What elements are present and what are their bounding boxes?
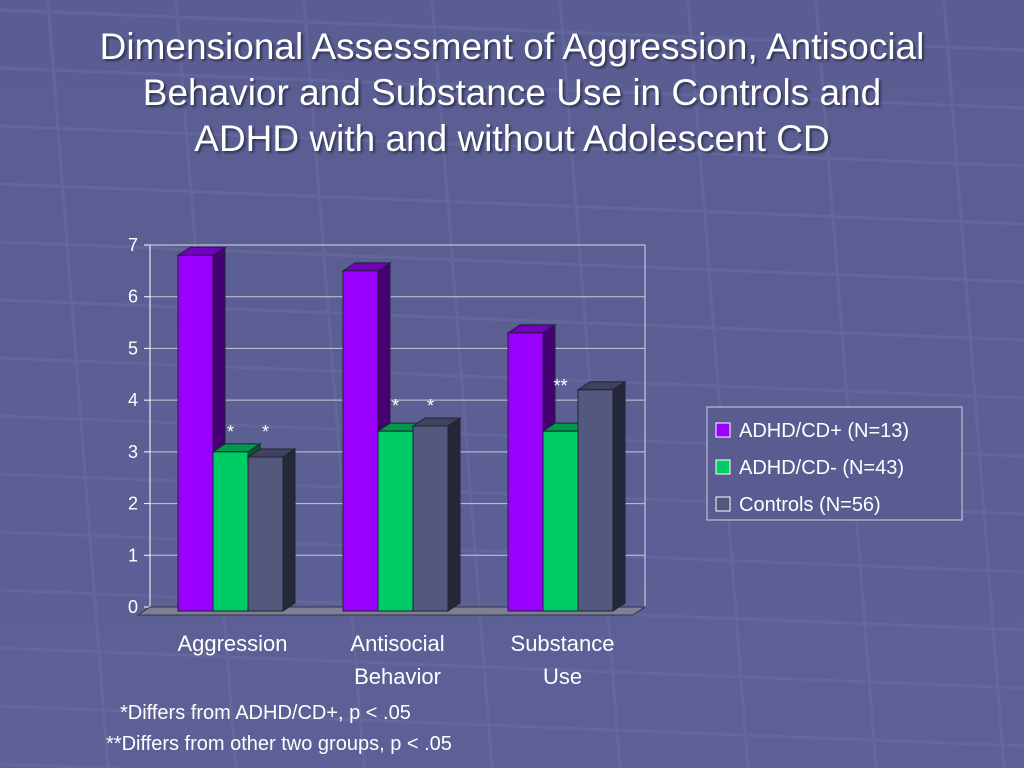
- legend-label: ADHD/CD+ (N=13): [739, 420, 909, 442]
- bar-front: [342, 270, 379, 612]
- background-grid-line: [0, 124, 1024, 168]
- significance-mark: *: [427, 396, 434, 416]
- bar-front: [412, 425, 449, 612]
- bar-front: [177, 254, 214, 612]
- y-tick-label: 0: [128, 597, 138, 617]
- legend-label: ADHD/CD- (N=43): [739, 457, 904, 479]
- background-grid-line: [302, 0, 366, 768]
- bar-front: [542, 430, 579, 612]
- footnote-double-star: **Differs from other two groups, p < .05: [106, 733, 452, 755]
- background-grid-line: [0, 704, 1024, 748]
- significance-mark: *: [392, 396, 399, 416]
- significance-mark: *: [262, 422, 269, 442]
- page-title: Dimensional Assessment of Aggression, An…: [40, 24, 984, 162]
- legend-swatch: [715, 422, 731, 438]
- bar-controls-aggression: [246, 448, 297, 612]
- legend-box: [706, 406, 963, 521]
- bar-side: [612, 380, 626, 612]
- bar-front: [507, 332, 544, 612]
- legend-swatch: [715, 459, 731, 475]
- x-category-label: Behavior: [354, 664, 441, 689]
- x-category-label: Aggression: [177, 631, 287, 656]
- background-grid-line: [0, 646, 1024, 690]
- background-grid-line: [0, 240, 1024, 284]
- bar-side: [282, 448, 296, 612]
- significance-mark: *: [227, 422, 234, 442]
- bar-front: [377, 430, 414, 612]
- significance-mark: **: [553, 376, 567, 396]
- bar-controls-antisocial-behavior: [411, 417, 462, 612]
- x-category-label: Substance: [511, 631, 615, 656]
- legend-swatch: [715, 496, 731, 512]
- background-grid-line: [942, 0, 1006, 768]
- bar-front: [212, 451, 249, 612]
- background-grid-line: [46, 0, 110, 768]
- footnote-single-star: *Differs from ADHD/CD+, p < .05: [120, 702, 411, 724]
- title-line: ADHD with and without Adolescent CD: [194, 118, 830, 159]
- legend-label: Controls (N=56): [739, 494, 881, 516]
- y-tick-label: 2: [128, 494, 138, 514]
- bar-front: [577, 389, 614, 612]
- title-line: Dimensional Assessment of Aggression, An…: [99, 26, 925, 67]
- background-grid-line: [0, 182, 1024, 226]
- y-tick-label: 7: [128, 235, 138, 255]
- y-tick-label: 1: [128, 545, 138, 565]
- background-grid-line: [0, 298, 1024, 342]
- background-grid-line: [0, 66, 1024, 110]
- y-tick-label: 3: [128, 442, 138, 462]
- background-grid-line: [686, 0, 750, 768]
- y-tick-label: 6: [128, 287, 138, 307]
- chart-legend: ADHD/CD+ (N=13) ADHD/CD- (N=43) Controls (…: [706, 406, 963, 521]
- x-category-label: Use: [543, 664, 582, 689]
- y-tick-label: 5: [128, 338, 138, 358]
- x-category-label: Antisocial: [350, 631, 444, 656]
- y-tick-label: 4: [128, 390, 138, 410]
- background-grid-line: [0, 8, 1024, 52]
- title-line: Behavior and Substance Use in Controls a…: [142, 72, 882, 113]
- background-grid-line: [430, 0, 494, 768]
- background-grid-line: [814, 0, 878, 768]
- bar-controls-substance-use: [576, 380, 627, 612]
- bar-side: [447, 417, 461, 612]
- bar-front: [247, 456, 284, 612]
